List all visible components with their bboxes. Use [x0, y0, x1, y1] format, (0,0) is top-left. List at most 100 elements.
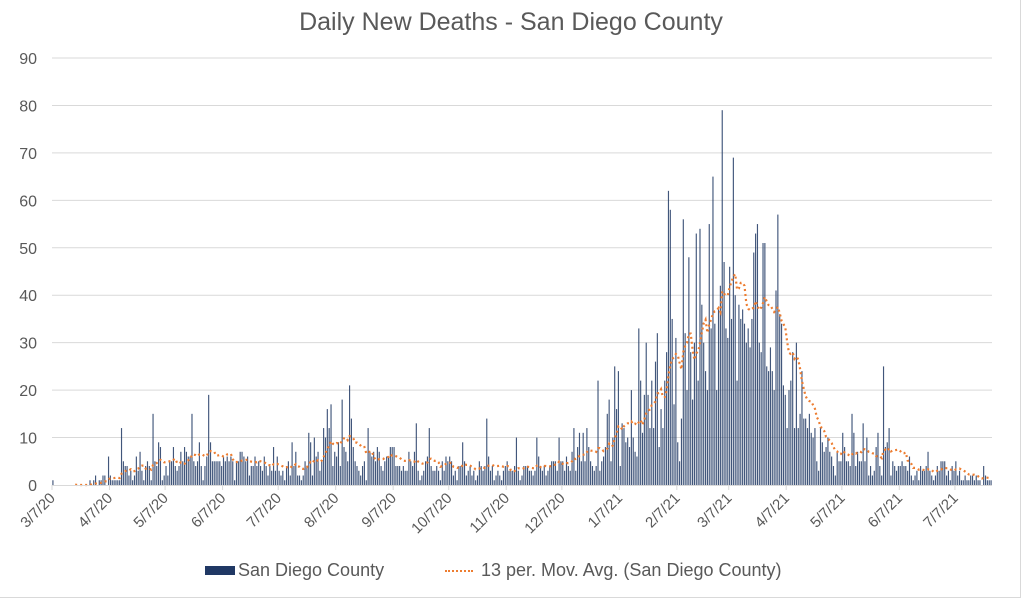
- bar: [332, 466, 334, 485]
- bar: [530, 470, 532, 485]
- bar: [638, 328, 640, 485]
- bar: [228, 461, 230, 485]
- bar: [152, 413, 154, 485]
- bar: [975, 475, 977, 485]
- bar: [445, 456, 447, 485]
- bar: [651, 380, 653, 485]
- bar: [109, 475, 111, 485]
- bar: [973, 480, 975, 485]
- bar: [669, 209, 671, 485]
- bar: [284, 480, 286, 485]
- bar: [914, 475, 916, 485]
- bar: [528, 470, 530, 485]
- bar: [832, 466, 835, 485]
- bar: [410, 461, 412, 485]
- bar: [984, 475, 987, 485]
- bar: [274, 470, 276, 485]
- bar: [790, 380, 792, 485]
- bar: [380, 466, 382, 485]
- bar: [391, 447, 393, 485]
- bar: [120, 428, 123, 485]
- bar: [692, 399, 694, 485]
- x-tick-label: 4/7/20: [75, 490, 117, 532]
- bar: [399, 466, 401, 485]
- bar: [866, 437, 868, 485]
- bar: [554, 461, 556, 485]
- bar: [447, 461, 449, 485]
- bar: [304, 461, 306, 485]
- bar: [328, 428, 330, 485]
- bar: [536, 437, 538, 485]
- bar: [619, 466, 621, 485]
- bar: [300, 480, 302, 485]
- bar: [777, 214, 779, 485]
- bar: [762, 243, 764, 485]
- bar: [209, 442, 212, 485]
- bar: [716, 390, 718, 485]
- bar: [460, 466, 462, 485]
- bar: [797, 428, 799, 485]
- bar: [810, 432, 812, 485]
- bar: [119, 480, 121, 485]
- bar: [156, 466, 158, 485]
- bar: [884, 447, 886, 485]
- bar: [541, 470, 543, 485]
- bar: [649, 428, 651, 485]
- bar: [406, 470, 408, 485]
- bar: [565, 456, 568, 485]
- bar: [434, 470, 436, 485]
- bar: [276, 456, 278, 485]
- bar: [745, 342, 747, 485]
- bar: [206, 456, 208, 485]
- bar: [868, 475, 870, 485]
- bar: [560, 461, 562, 485]
- bar: [808, 413, 810, 485]
- bar: [532, 475, 534, 485]
- bar: [415, 423, 417, 485]
- bar: [827, 437, 829, 485]
- bar: [593, 470, 595, 485]
- bar: [788, 390, 790, 485]
- bar: [165, 466, 167, 485]
- bar: [413, 451, 416, 485]
- bar: [801, 371, 803, 485]
- bar: [779, 314, 781, 485]
- bar: [495, 475, 497, 485]
- bar: [825, 447, 827, 485]
- bar: [873, 470, 875, 485]
- bar: [925, 466, 927, 485]
- bar: [858, 461, 861, 485]
- bar: [215, 461, 217, 485]
- bar: [384, 461, 386, 485]
- bar: [764, 243, 766, 485]
- bar: [510, 470, 512, 485]
- bar: [971, 475, 974, 485]
- bar: [857, 451, 859, 485]
- bar: [471, 475, 473, 485]
- bar: [521, 475, 523, 485]
- bar: [957, 475, 959, 485]
- bar: [847, 461, 849, 485]
- bar: [664, 380, 666, 485]
- bar: [502, 470, 505, 485]
- bar: [964, 475, 966, 485]
- bar: [643, 394, 645, 485]
- bar: [547, 470, 549, 485]
- bar: [538, 456, 540, 485]
- legend-item-moving-average[interactable]: 13 per. Mov. Avg. (San Diego County): [445, 560, 782, 581]
- bar: [252, 466, 254, 485]
- bar: [740, 318, 742, 485]
- legend-item-bars[interactable]: San Diego County: [205, 560, 384, 581]
- bar: [812, 437, 814, 485]
- bar: [751, 318, 753, 485]
- legend-label-bars: San Diego County: [238, 560, 385, 580]
- bar: [730, 318, 733, 485]
- bar: [766, 366, 768, 485]
- bar: [287, 461, 289, 485]
- bar: [382, 470, 384, 485]
- x-tick-label: 11/7/20: [466, 490, 513, 537]
- bar: [923, 470, 925, 485]
- bar: [282, 470, 284, 485]
- bar: [337, 442, 340, 485]
- bar: [499, 475, 501, 485]
